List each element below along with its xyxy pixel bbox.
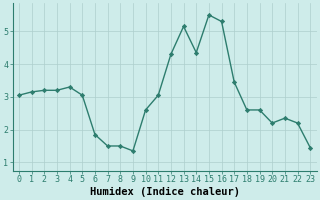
X-axis label: Humidex (Indice chaleur): Humidex (Indice chaleur) [90,186,240,197]
